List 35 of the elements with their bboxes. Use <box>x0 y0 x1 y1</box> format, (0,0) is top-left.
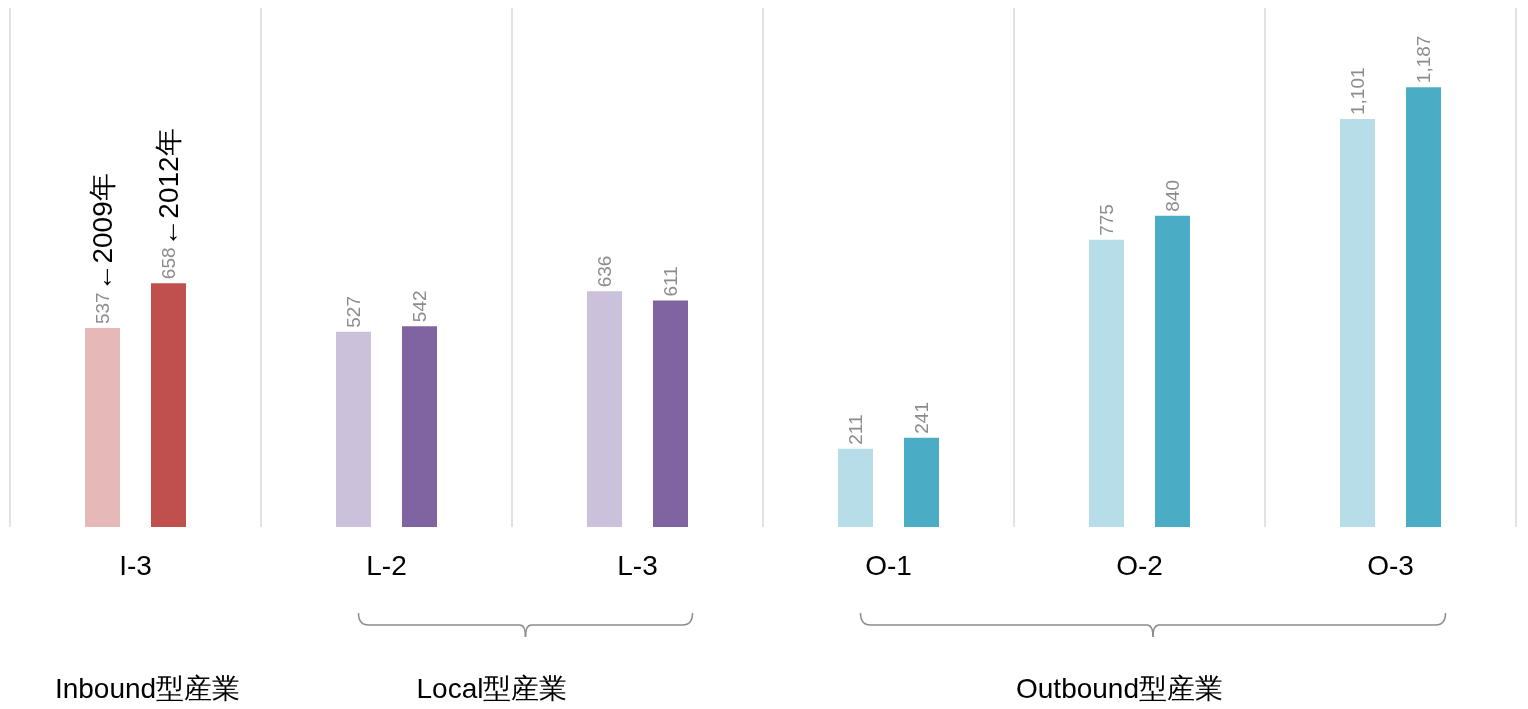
bar <box>838 448 873 527</box>
data-label: 527 <box>343 296 364 328</box>
data-label: 611 <box>660 266 681 297</box>
bar <box>1340 119 1375 527</box>
text: ←2012年 <box>153 128 184 247</box>
x-tick-label: O-3 <box>1367 550 1414 581</box>
bar <box>1155 215 1190 527</box>
data-label: 1,101 <box>1347 67 1368 116</box>
bar <box>85 328 120 527</box>
x-tick-label: L-3 <box>617 550 658 581</box>
data-label: 537 <box>92 292 113 325</box>
text: ←2009年 <box>87 173 118 292</box>
bar <box>653 300 688 527</box>
data-label: 840 <box>1162 180 1183 212</box>
x-tick-label: I-3 <box>119 550 152 581</box>
bar <box>336 331 371 527</box>
bar <box>1089 239 1124 527</box>
text: Inbound型産業 <box>54 673 241 704</box>
data-label: 658 <box>158 247 179 280</box>
data-label: 1,187 <box>1413 35 1434 84</box>
data-label: 211 <box>845 414 866 445</box>
data-label: 241 <box>911 402 932 434</box>
bar <box>1406 87 1441 527</box>
x-tick-label: L-2 <box>366 550 407 581</box>
bar <box>587 291 622 527</box>
x-tick-label: O-2 <box>1116 550 1163 581</box>
data-label: 775 <box>1096 204 1117 236</box>
text: Outbound型産業 <box>1016 673 1223 704</box>
bar <box>402 326 437 527</box>
bar <box>151 283 186 527</box>
bar <box>904 437 939 527</box>
data-label: 542 <box>409 290 430 323</box>
data-label: 636 <box>594 255 615 288</box>
x-tick-label: O-1 <box>865 550 912 581</box>
text: Local型産業 <box>416 673 568 704</box>
